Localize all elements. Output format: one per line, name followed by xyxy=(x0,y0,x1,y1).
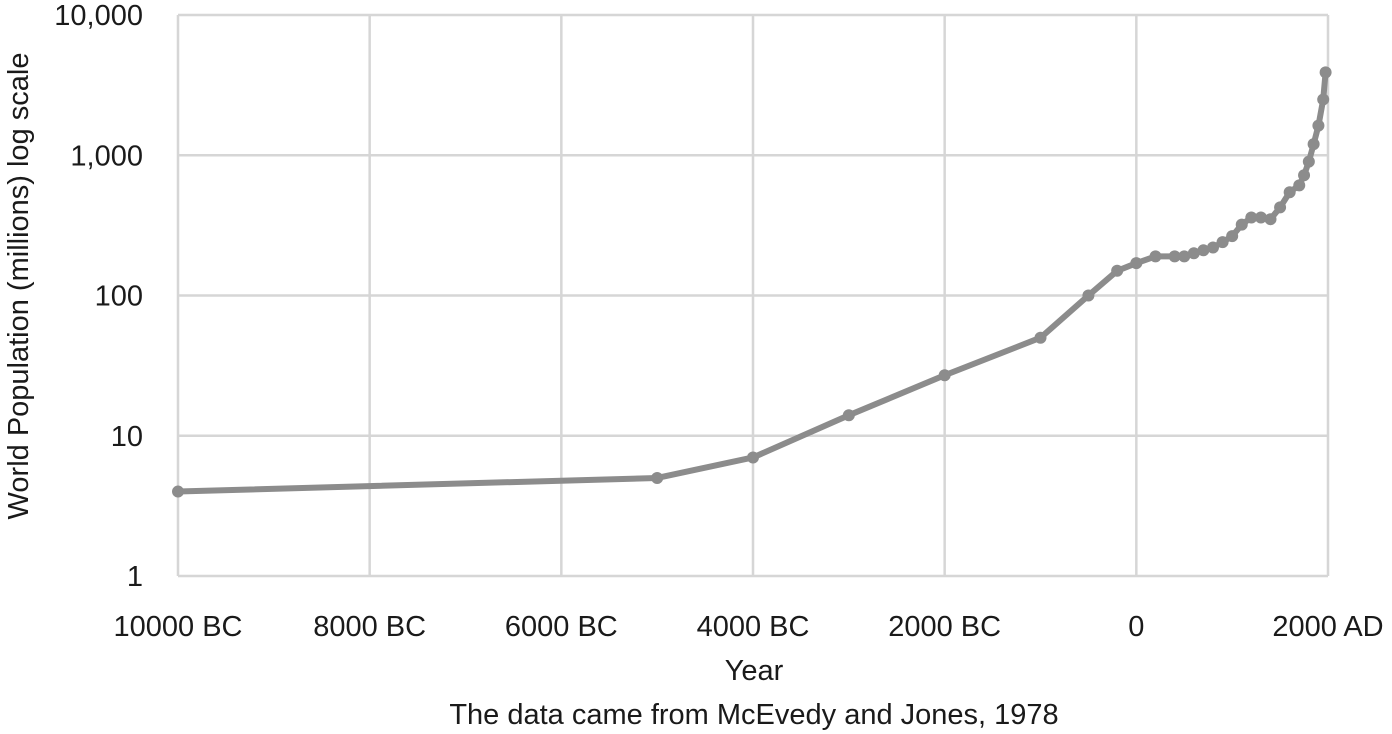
data-point xyxy=(1302,155,1315,168)
y-tick-label: 1,000 xyxy=(70,140,143,172)
y-axis-title: World Population (millions) log scale xyxy=(3,53,35,520)
data-point xyxy=(1207,241,1219,254)
data-point xyxy=(1274,201,1287,214)
x-tick-label: 10000 BC xyxy=(114,611,243,643)
data-point xyxy=(1130,257,1143,270)
data-point xyxy=(842,409,855,422)
data-point xyxy=(938,369,951,382)
data-source-note: The data came from McEvedy and Jones, 19… xyxy=(449,699,1058,731)
data-point xyxy=(1293,179,1306,192)
data-point xyxy=(651,471,664,484)
data-point xyxy=(1264,213,1277,226)
y-tick-label: 10,000 xyxy=(54,0,143,32)
data-point xyxy=(1235,218,1248,231)
x-tick-label: 2000 AD xyxy=(1272,611,1383,643)
x-tick-label: 4000 BC xyxy=(697,611,810,643)
data-point xyxy=(1082,289,1095,302)
x-tick-label: 6000 BC xyxy=(505,611,618,643)
x-tick-label: 8000 BC xyxy=(313,611,426,643)
y-tick-label: 100 xyxy=(95,281,143,313)
data-point xyxy=(1298,169,1311,182)
data-point xyxy=(1319,66,1332,79)
x-tick-label: 2000 BC xyxy=(888,611,1001,643)
data-point xyxy=(172,485,184,498)
data-point xyxy=(1317,93,1330,106)
grid-lines xyxy=(176,13,1330,578)
y-tick-label: 10 xyxy=(111,421,143,453)
x-tick-label: 0 xyxy=(1128,611,1144,643)
data-point xyxy=(747,451,759,464)
tick-labels: 10000 BC 8000 BC 6000 BC 4000 BC 2000 BC 0 200… xyxy=(54,0,1383,643)
data-point xyxy=(1226,230,1239,243)
data-point xyxy=(1197,244,1210,257)
x-axis-title: Year xyxy=(725,655,784,687)
data-point xyxy=(1168,250,1181,263)
data-point xyxy=(1034,331,1047,344)
data-point xyxy=(1307,138,1320,151)
data-point xyxy=(1283,186,1296,199)
data-point xyxy=(1187,247,1200,260)
data-point xyxy=(1312,119,1325,132)
data-point xyxy=(1149,250,1162,263)
y-tick-label: 1 xyxy=(127,561,143,593)
data-point xyxy=(1178,250,1191,263)
data-point xyxy=(1245,211,1258,224)
data-point xyxy=(1254,211,1267,224)
data-point xyxy=(1216,236,1229,249)
data-point xyxy=(1111,264,1124,277)
series-layer xyxy=(172,66,1332,498)
